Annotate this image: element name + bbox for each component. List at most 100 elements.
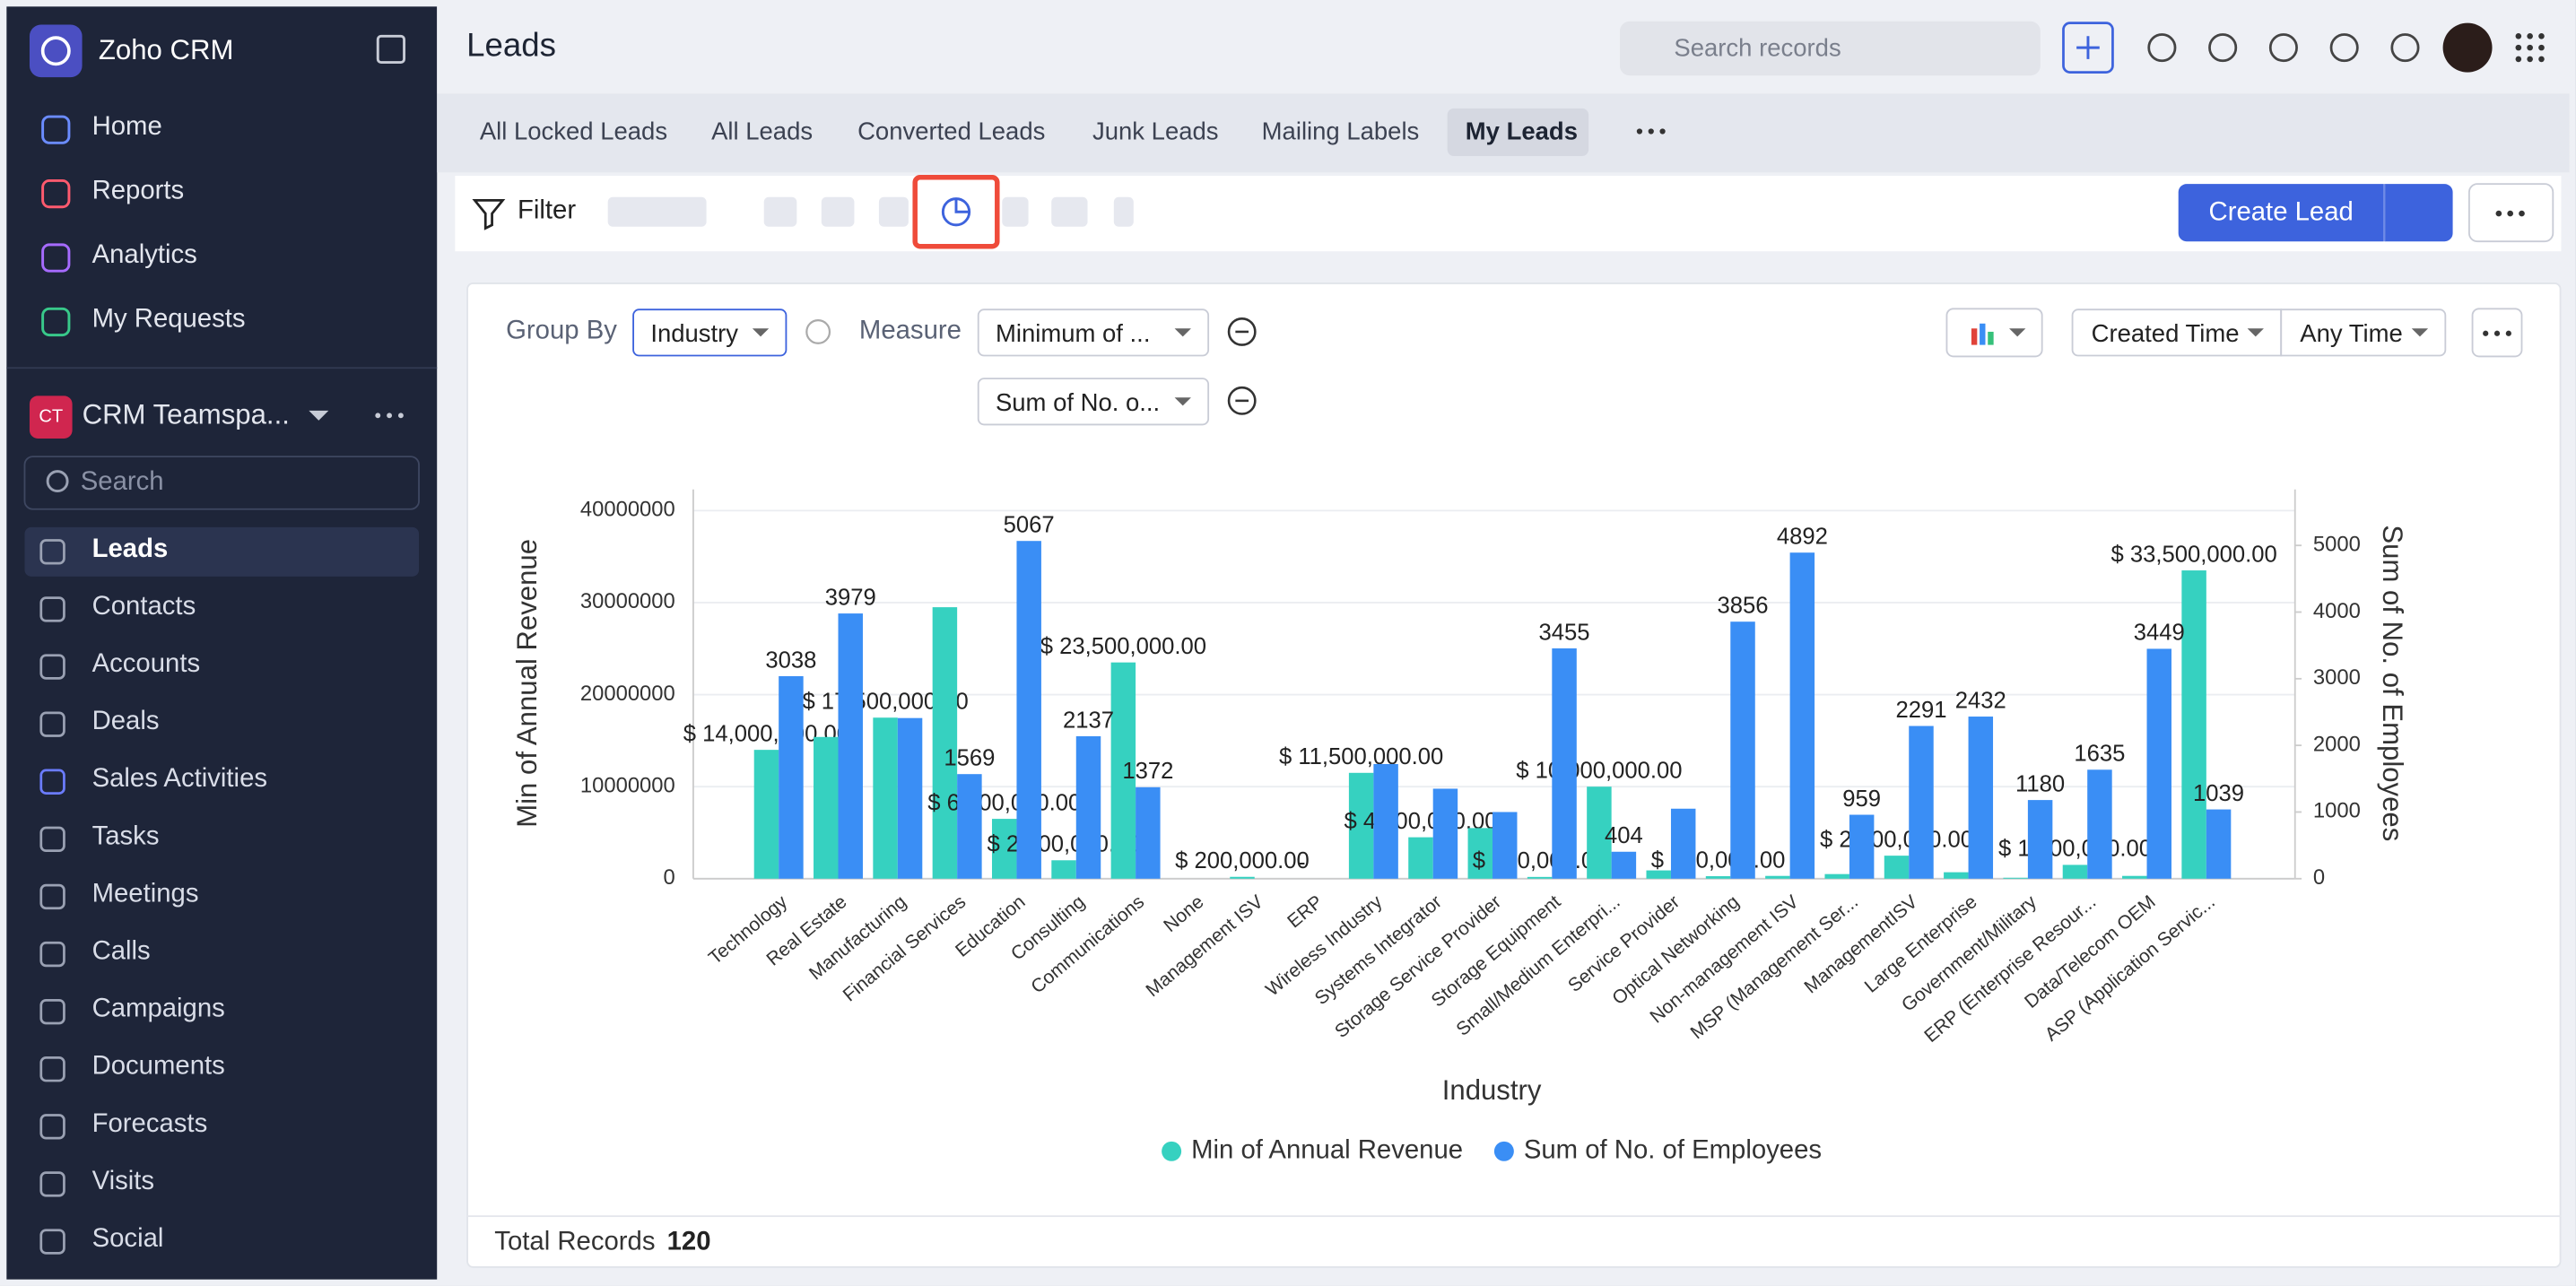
module-item[interactable]: Forecasts bbox=[91, 1110, 208, 1139]
bar bbox=[1373, 763, 1398, 879]
module-icon bbox=[39, 998, 65, 1025]
module-item[interactable]: Contacts bbox=[91, 593, 196, 621]
total-records-count: 120 bbox=[666, 1228, 711, 1257]
time-range-select[interactable]: Any Time bbox=[2280, 308, 2447, 357]
nav-item[interactable]: Reports bbox=[91, 177, 185, 205]
bar bbox=[1611, 851, 1637, 879]
search-icon bbox=[46, 470, 69, 493]
add-button bbox=[2062, 22, 2114, 74]
measure-select[interactable]: Minimum of ... bbox=[977, 308, 1210, 357]
bar bbox=[2146, 648, 2171, 879]
bar bbox=[1968, 717, 1994, 879]
sidebar-search bbox=[23, 456, 420, 510]
legend-label: Min of Annual Revenue bbox=[1191, 1135, 1463, 1165]
bar bbox=[897, 717, 923, 879]
chart-view-highlight bbox=[912, 175, 1000, 249]
module-item[interactable]: Campaigns bbox=[91, 995, 225, 1023]
create-lead-dropdown[interactable] bbox=[2383, 184, 2453, 242]
module-item[interactable]: Documents bbox=[91, 1052, 225, 1082]
bar bbox=[1348, 772, 1374, 879]
apps-dot bbox=[2527, 56, 2533, 63]
nav-icon bbox=[41, 178, 71, 209]
group-by-select[interactable]: Industry bbox=[632, 308, 788, 357]
tab[interactable]: All Leads bbox=[711, 117, 814, 146]
legend-label: Sum of No. of Employees bbox=[1524, 1135, 1822, 1165]
bar bbox=[1909, 726, 1934, 879]
add-group-icon bbox=[805, 319, 831, 344]
tab[interactable]: Converted Leads bbox=[857, 117, 1046, 146]
legend-swatch bbox=[1162, 1141, 1182, 1161]
module-item[interactable]: Tasks bbox=[91, 822, 160, 851]
caret bbox=[752, 328, 770, 337]
create-lead-button[interactable]: Create Lead bbox=[2178, 184, 2384, 242]
module-item[interactable]: Leads bbox=[91, 535, 169, 564]
nav-item[interactable]: Analytics bbox=[91, 241, 197, 270]
bar bbox=[1789, 552, 1815, 879]
chart-type-button bbox=[1945, 308, 2043, 358]
value-label: 3455 bbox=[1539, 620, 1590, 645]
module-item[interactable]: Deals bbox=[91, 708, 160, 736]
value-label: 2137 bbox=[1063, 708, 1114, 733]
y2-tick-label: 5000 bbox=[2313, 532, 2361, 556]
y2-tick-label: 4000 bbox=[2313, 599, 2361, 623]
measure-label: Measure bbox=[858, 317, 962, 345]
sidebar-search-placeholder[interactable]: Search bbox=[80, 467, 164, 497]
avatar bbox=[2442, 22, 2493, 73]
bar bbox=[1670, 808, 1696, 879]
blurred-tool bbox=[607, 196, 707, 227]
nav-item[interactable]: My Requests bbox=[91, 305, 246, 334]
caret bbox=[2009, 328, 2026, 337]
chart-type-icon bbox=[1971, 328, 1978, 345]
bar bbox=[1646, 870, 1671, 879]
tab[interactable]: Junk Leads bbox=[1092, 117, 1219, 146]
apps-dot bbox=[2527, 32, 2533, 39]
more-dot bbox=[1659, 128, 1666, 135]
bar bbox=[2087, 769, 2112, 879]
measure-select[interactable]: Sum of No. o... bbox=[977, 378, 1210, 426]
module-item[interactable]: Accounts bbox=[91, 650, 201, 679]
value-label: 959 bbox=[1842, 786, 1881, 812]
workspace-name[interactable]: CRM Teamspa... bbox=[82, 399, 290, 430]
bar bbox=[1467, 828, 1493, 879]
blurred-tool bbox=[1051, 196, 1088, 227]
module-item[interactable]: Sales Activities bbox=[91, 765, 268, 794]
bar bbox=[1432, 788, 1458, 879]
module-item[interactable]: Social bbox=[91, 1225, 164, 1254]
apps-dot bbox=[2515, 32, 2522, 39]
bar bbox=[814, 736, 839, 879]
header-icon bbox=[2268, 33, 2298, 63]
bar bbox=[1016, 541, 1041, 879]
module-item[interactable]: Visits bbox=[91, 1168, 155, 1196]
more-dot bbox=[387, 413, 393, 419]
bar bbox=[932, 607, 958, 879]
module-icon bbox=[39, 826, 65, 853]
module-item[interactable]: Meetings bbox=[91, 880, 199, 908]
global-search[interactable] bbox=[1619, 21, 2041, 76]
tab[interactable]: All Locked Leads bbox=[479, 117, 668, 146]
module-item[interactable]: Calls bbox=[91, 937, 151, 966]
nav-item[interactable]: Home bbox=[91, 113, 162, 142]
bar bbox=[1493, 812, 1518, 879]
nav-icon bbox=[41, 115, 71, 144]
add-icon bbox=[2076, 36, 2100, 59]
nav-icon bbox=[41, 243, 71, 273]
value-label: $ 2,500,000.00 bbox=[1820, 827, 1973, 852]
brand-name: Zoho CRM bbox=[98, 34, 234, 66]
y-tick-label: 30000000 bbox=[580, 589, 675, 613]
value-label: 3038 bbox=[765, 647, 816, 673]
blurred-tool bbox=[1113, 196, 1134, 227]
value-label: 2432 bbox=[1955, 688, 2006, 713]
remove-measure-icon bbox=[1227, 317, 1257, 346]
header-icon bbox=[2329, 33, 2359, 63]
filter-button[interactable]: Filter bbox=[517, 196, 577, 225]
bar bbox=[873, 717, 898, 879]
tab[interactable]: My Leads bbox=[1465, 117, 1578, 146]
module-icon bbox=[39, 1171, 65, 1197]
value-label: $ 200,000.00 bbox=[1175, 848, 1310, 873]
apps-dot bbox=[2527, 44, 2533, 51]
caret bbox=[2247, 328, 2264, 337]
time-field-select[interactable]: Created Time bbox=[2071, 308, 2283, 357]
bar bbox=[1051, 860, 1076, 879]
x-tick-label: None bbox=[1160, 891, 1207, 936]
tab[interactable]: Mailing Labels bbox=[1261, 117, 1420, 146]
